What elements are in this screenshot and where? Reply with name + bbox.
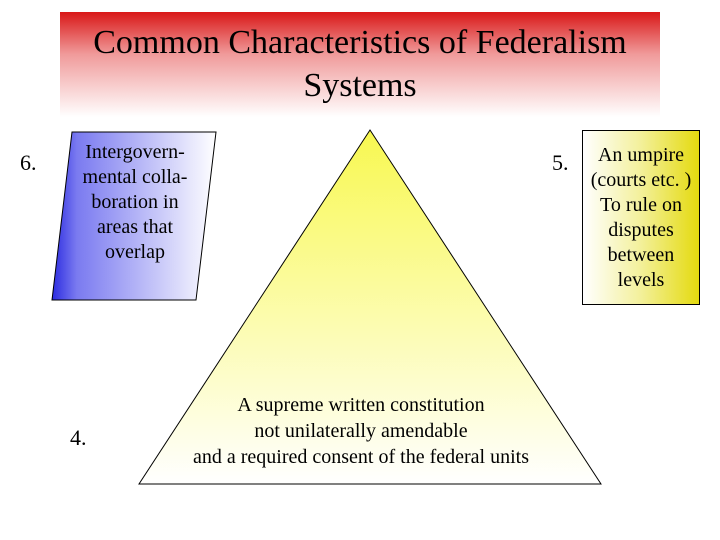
left-box-text: Intergovern-mental colla-boration inarea… (60, 140, 210, 265)
title-text: Common Characteristics of Federalism Sys… (60, 22, 660, 107)
number-four: 4. (70, 425, 87, 451)
title-banner: Common Characteristics of Federalism Sys… (60, 12, 660, 117)
number-six: 6. (20, 150, 37, 176)
triangle-text: A supreme written constitutionnot unilat… (147, 392, 575, 470)
left-parallelogram: Intergovern-mental colla-boration inarea… (50, 130, 215, 300)
right-rectangle: An umpire(courts etc. )To rule ondispute… (582, 130, 700, 305)
right-box-text: An umpire(courts etc. )To rule ondispute… (589, 141, 694, 295)
